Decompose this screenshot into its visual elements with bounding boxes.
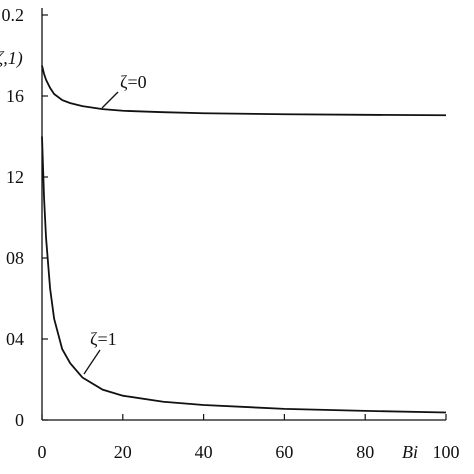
series-label: ζ=1 (90, 329, 117, 349)
leader-line (101, 91, 119, 109)
y-tick-label: 12 (6, 167, 24, 187)
y-axis-label: ζ,1) (0, 48, 23, 69)
x-tick-label: 60 (275, 442, 293, 462)
y-tick-label: 04 (6, 329, 24, 349)
line-series (41, 65, 447, 117)
x-axis-label: Bi (402, 442, 418, 462)
x-tick-label: 40 (195, 442, 213, 462)
y-tick-label: 08 (6, 248, 24, 268)
y-tick-label: 0 (15, 410, 24, 430)
series-label: ζ=0 (120, 72, 147, 92)
x-tick-label: 100 (433, 442, 460, 462)
y-tick-label: 0.2 (2, 5, 25, 25)
leader-line (83, 349, 101, 375)
x-tick-label: 20 (114, 442, 132, 462)
x-tick-label: 0 (38, 442, 47, 462)
y-tick-label: 16 (6, 86, 24, 106)
line-series (41, 136, 447, 414)
x-tick-label: 80 (356, 442, 374, 462)
